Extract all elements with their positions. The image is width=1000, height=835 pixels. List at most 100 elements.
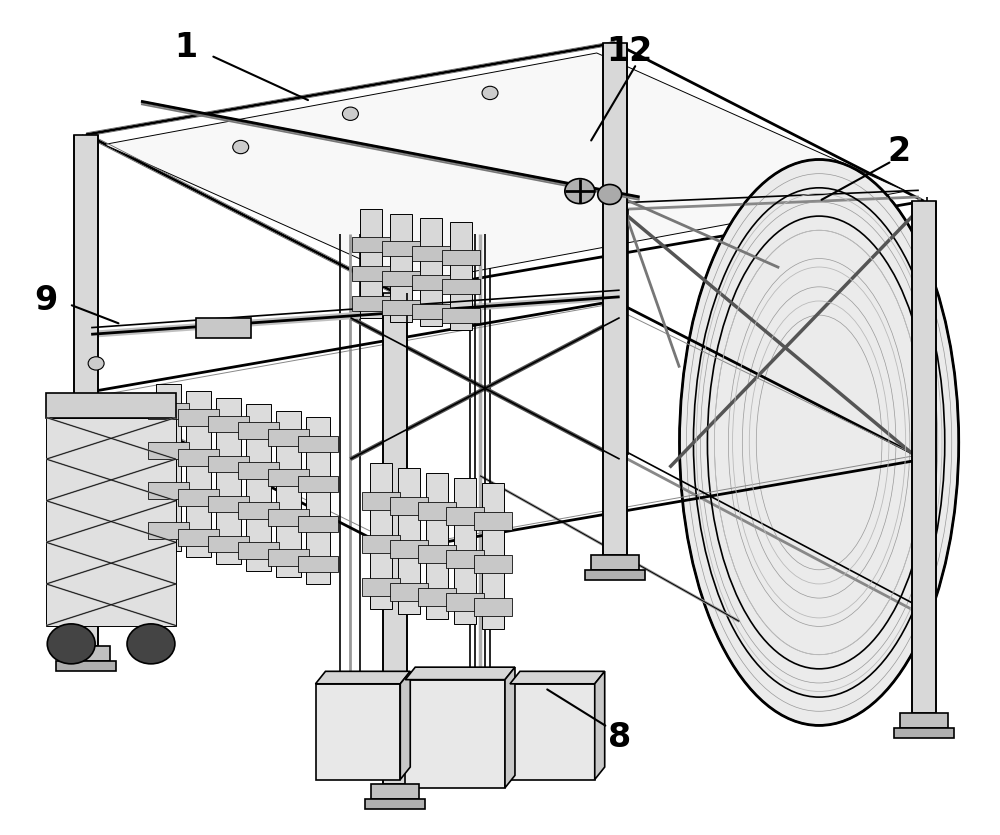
Bar (46, 392, 176, 418)
Bar (276, 411, 301, 577)
Bar (446, 593, 484, 611)
Bar (474, 554, 512, 573)
Bar (474, 598, 512, 616)
Bar (238, 463, 279, 479)
Circle shape (88, 357, 104, 370)
Bar (208, 496, 249, 513)
Bar (238, 503, 279, 519)
Polygon shape (585, 569, 645, 579)
Polygon shape (365, 798, 425, 808)
Bar (390, 583, 428, 601)
Polygon shape (595, 671, 605, 780)
Bar (352, 237, 390, 252)
Polygon shape (383, 292, 407, 784)
Bar (148, 483, 189, 499)
Bar (362, 535, 400, 553)
Bar (510, 684, 595, 780)
Bar (178, 409, 219, 426)
Polygon shape (603, 43, 627, 554)
Bar (442, 308, 480, 323)
Polygon shape (400, 671, 410, 780)
Bar (196, 317, 251, 338)
Bar (208, 456, 249, 473)
Ellipse shape (680, 159, 959, 726)
Text: 9: 9 (35, 285, 58, 317)
Bar (442, 279, 480, 294)
Polygon shape (62, 646, 110, 661)
Bar (442, 250, 480, 265)
Bar (316, 684, 400, 780)
Bar (238, 423, 279, 439)
Bar (268, 549, 309, 565)
Bar (398, 468, 420, 614)
Bar (474, 512, 512, 530)
Polygon shape (74, 134, 98, 646)
Polygon shape (104, 53, 906, 283)
Bar (178, 449, 219, 466)
Polygon shape (86, 43, 924, 292)
Bar (238, 543, 279, 559)
Polygon shape (371, 784, 419, 798)
Wedge shape (819, 326, 959, 559)
Bar (268, 509, 309, 526)
Polygon shape (505, 667, 515, 788)
Bar (418, 502, 456, 520)
Bar (298, 555, 338, 572)
Bar (178, 489, 219, 506)
Bar (178, 529, 219, 545)
Bar (482, 483, 504, 629)
Polygon shape (316, 671, 410, 684)
Bar (352, 266, 390, 281)
Bar (148, 402, 189, 419)
Bar (390, 214, 412, 321)
Bar (382, 300, 420, 315)
Text: 1: 1 (174, 31, 197, 63)
Bar (426, 473, 448, 619)
Polygon shape (912, 201, 936, 713)
Bar (298, 436, 338, 453)
Bar (382, 241, 420, 256)
Circle shape (482, 86, 498, 99)
Bar (208, 416, 249, 433)
Text: 2: 2 (887, 134, 910, 168)
Circle shape (342, 107, 358, 120)
Bar (412, 304, 450, 319)
Bar (446, 549, 484, 568)
Bar (208, 536, 249, 552)
Bar (405, 680, 505, 788)
Bar (412, 275, 450, 290)
Bar (148, 443, 189, 459)
Bar (420, 218, 442, 326)
Bar (450, 222, 472, 330)
Bar (246, 404, 271, 570)
Circle shape (565, 179, 595, 204)
Bar (390, 497, 428, 515)
Bar (156, 384, 181, 550)
Circle shape (233, 140, 249, 154)
Bar (362, 578, 400, 596)
Bar (382, 271, 420, 286)
Bar (298, 516, 338, 533)
Polygon shape (510, 671, 605, 684)
Bar (306, 418, 330, 584)
Circle shape (598, 185, 622, 205)
Polygon shape (46, 418, 176, 625)
Bar (268, 429, 309, 446)
Bar (148, 523, 189, 539)
Bar (390, 540, 428, 558)
Polygon shape (900, 713, 948, 728)
Bar (418, 544, 456, 563)
Polygon shape (405, 667, 515, 680)
Bar (412, 245, 450, 261)
Bar (418, 588, 456, 606)
Polygon shape (894, 728, 954, 738)
Circle shape (127, 624, 175, 664)
Bar (446, 507, 484, 525)
Bar (216, 397, 241, 564)
Bar (370, 463, 392, 609)
Bar (352, 296, 390, 311)
Polygon shape (591, 554, 639, 569)
Circle shape (47, 624, 95, 664)
Bar (360, 210, 382, 317)
Text: 8: 8 (608, 721, 631, 754)
